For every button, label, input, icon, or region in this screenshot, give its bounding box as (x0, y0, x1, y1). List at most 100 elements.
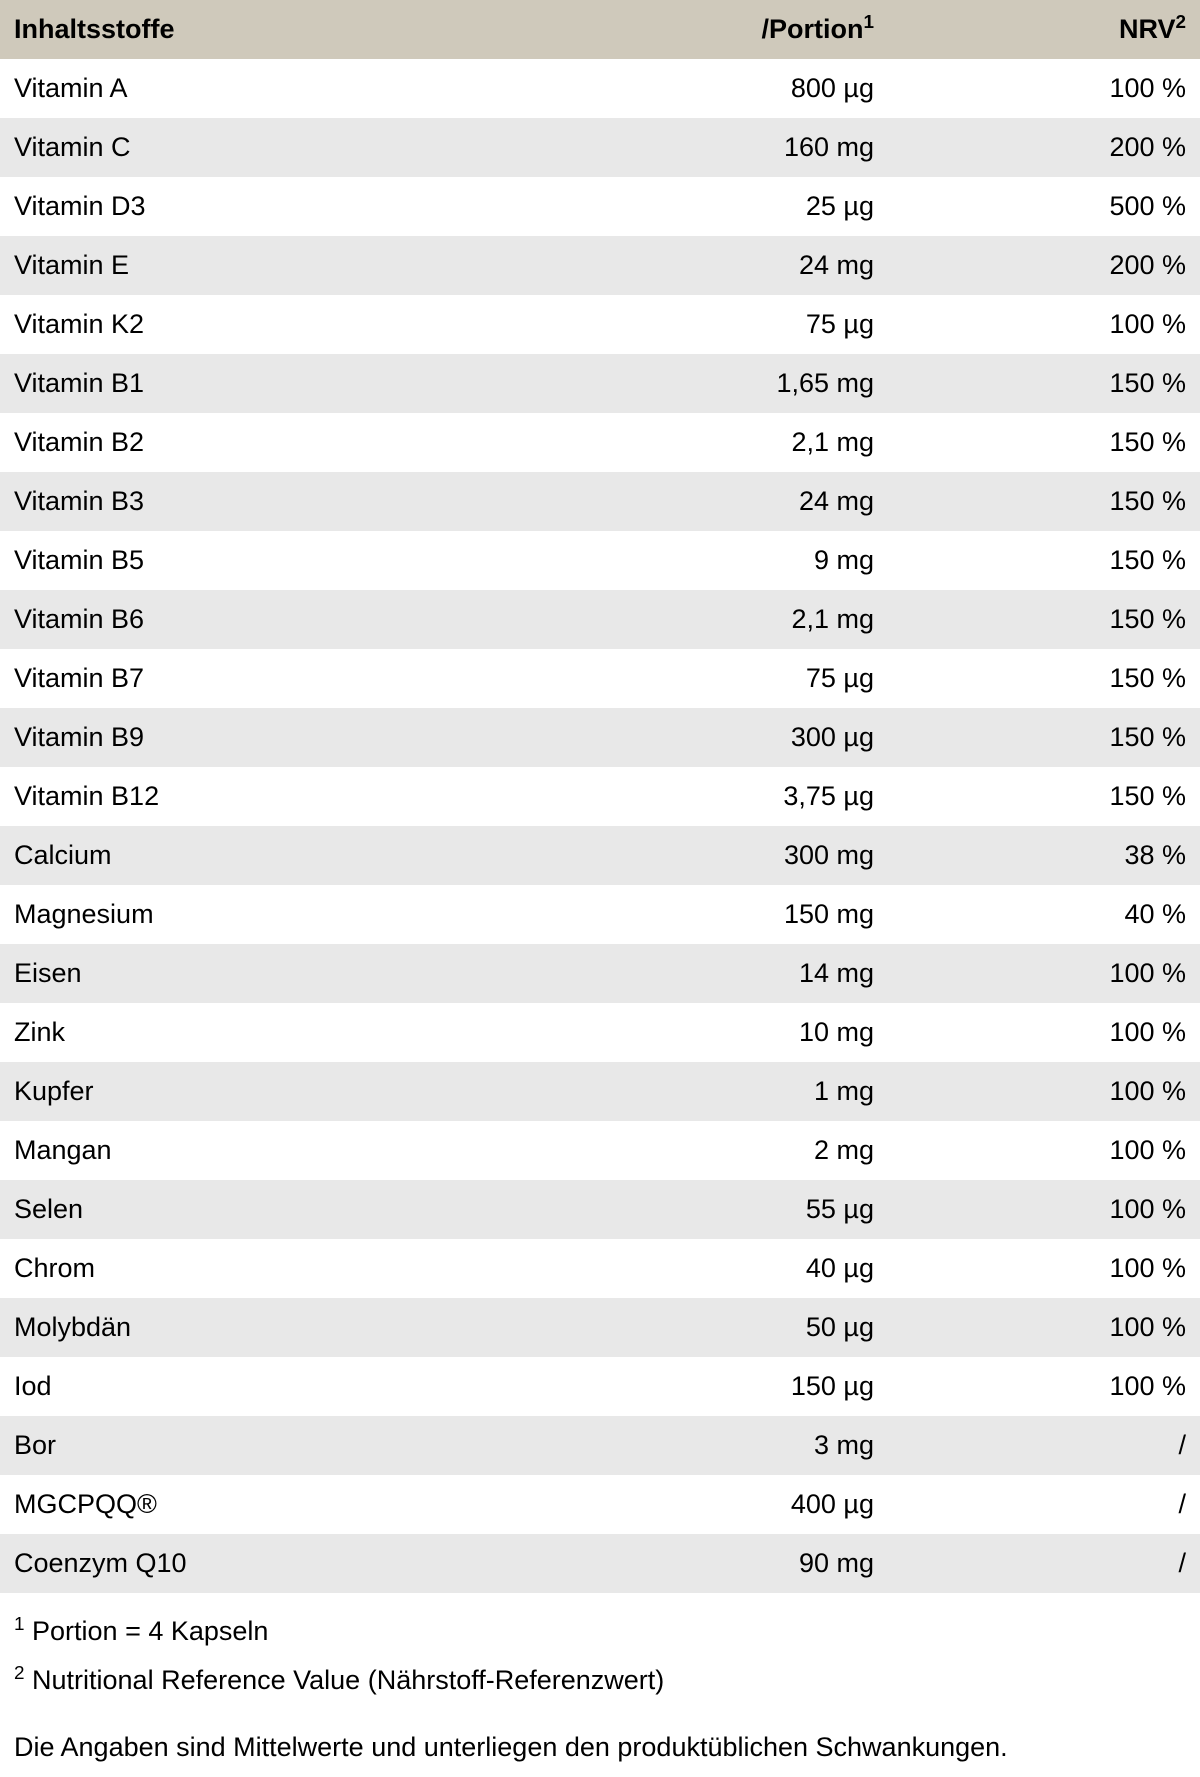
cell-nrv: 40 % (888, 885, 1200, 944)
table-row: Vitamin B62,1 mg150 % (0, 590, 1200, 649)
cell-portion: 25 µg (576, 177, 888, 236)
table-row: Bor3 mg/ (0, 1416, 1200, 1475)
cell-portion: 10 mg (576, 1003, 888, 1062)
footnote-1-text: Portion = 4 Kapseln (25, 1616, 269, 1646)
table-row: Vitamin B11,65 mg150 % (0, 354, 1200, 413)
cell-portion: 300 µg (576, 708, 888, 767)
cell-nrv: 100 % (888, 944, 1200, 1003)
cell-nrv: 100 % (888, 1003, 1200, 1062)
cell-portion: 3 mg (576, 1416, 888, 1475)
cell-portion: 50 µg (576, 1298, 888, 1357)
cell-ingredient: Vitamin B9 (0, 708, 576, 767)
cell-ingredient: Vitamin B1 (0, 354, 576, 413)
table-row: Zink10 mg100 % (0, 1003, 1200, 1062)
cell-ingredient: Bor (0, 1416, 576, 1475)
cell-portion: 40 µg (576, 1239, 888, 1298)
cell-nrv: 100 % (888, 1239, 1200, 1298)
cell-ingredient: Vitamin A (0, 59, 576, 118)
cell-portion: 150 mg (576, 885, 888, 944)
cell-nrv: 100 % (888, 1062, 1200, 1121)
cell-nrv: 150 % (888, 649, 1200, 708)
table-row: Vitamin D325 µg500 % (0, 177, 1200, 236)
footnote-2: 2 Nutritional Reference Value (Nährstoff… (14, 1660, 1186, 1701)
table-row: Vitamin B9300 µg150 % (0, 708, 1200, 767)
cell-ingredient: Mangan (0, 1121, 576, 1180)
cell-ingredient: Chrom (0, 1239, 576, 1298)
footnote-1: 1 Portion = 4 Kapseln (14, 1611, 1186, 1652)
table-row: Chrom40 µg100 % (0, 1239, 1200, 1298)
table-row: Vitamin C160 mg200 % (0, 118, 1200, 177)
cell-nrv: 100 % (888, 295, 1200, 354)
cell-nrv: 500 % (888, 177, 1200, 236)
cell-nrv: 100 % (888, 59, 1200, 118)
cell-portion: 2,1 mg (576, 413, 888, 472)
cell-portion: 24 mg (576, 472, 888, 531)
cell-ingredient: MGCPQQ® (0, 1475, 576, 1534)
cell-ingredient: Kupfer (0, 1062, 576, 1121)
footnote-2-sup: 2 (14, 1663, 25, 1684)
cell-portion: 300 mg (576, 826, 888, 885)
cell-nrv: 150 % (888, 472, 1200, 531)
table-row: Vitamin K275 µg100 % (0, 295, 1200, 354)
cell-portion: 1,65 mg (576, 354, 888, 413)
cell-nrv: / (888, 1534, 1200, 1593)
cell-nrv: 150 % (888, 354, 1200, 413)
cell-nrv: 200 % (888, 118, 1200, 177)
cell-nrv: 200 % (888, 236, 1200, 295)
cell-ingredient: Vitamin D3 (0, 177, 576, 236)
cell-portion: 1 mg (576, 1062, 888, 1121)
cell-ingredient: Selen (0, 1180, 576, 1239)
table-row: Molybdän50 µg100 % (0, 1298, 1200, 1357)
cell-ingredient: Iod (0, 1357, 576, 1416)
cell-nrv: 100 % (888, 1180, 1200, 1239)
cell-portion: 800 µg (576, 59, 888, 118)
cell-portion: 3,75 µg (576, 767, 888, 826)
ingredients-table: Inhaltsstoffe /Portion1 NRV2 Vitamin A80… (0, 0, 1200, 1593)
cell-ingredient: Molybdän (0, 1298, 576, 1357)
disclaimer: Die Angaben sind Mittelwerte und unterli… (0, 1708, 1200, 1777)
cell-ingredient: Calcium (0, 826, 576, 885)
table-row: Vitamin B59 mg150 % (0, 531, 1200, 590)
cell-portion: 2,1 mg (576, 590, 888, 649)
cell-ingredient: Vitamin B12 (0, 767, 576, 826)
cell-portion: 150 µg (576, 1357, 888, 1416)
table-row: Selen55 µg100 % (0, 1180, 1200, 1239)
table-row: MGCPQQ®400 µg/ (0, 1475, 1200, 1534)
header-nrv-text: NRV (1119, 14, 1176, 44)
cell-nrv: 100 % (888, 1298, 1200, 1357)
table-body: Vitamin A800 µg100 %Vitamin C160 mg200 %… (0, 59, 1200, 1593)
header-portion-text: /Portion (761, 14, 863, 44)
cell-portion: 75 µg (576, 649, 888, 708)
cell-ingredient: Vitamin B3 (0, 472, 576, 531)
header-nrv-sup: 2 (1175, 12, 1186, 33)
cell-portion: 14 mg (576, 944, 888, 1003)
cell-portion: 400 µg (576, 1475, 888, 1534)
header-ingredient: Inhaltsstoffe (0, 0, 576, 59)
cell-ingredient: Vitamin B7 (0, 649, 576, 708)
cell-nrv: 150 % (888, 590, 1200, 649)
table-row: Magnesium150 mg40 % (0, 885, 1200, 944)
cell-portion: 160 mg (576, 118, 888, 177)
table-row: Vitamin B22,1 mg150 % (0, 413, 1200, 472)
table-row: Coenzym Q1090 mg/ (0, 1534, 1200, 1593)
cell-nrv: 150 % (888, 413, 1200, 472)
cell-nrv: 100 % (888, 1121, 1200, 1180)
cell-ingredient: Coenzym Q10 (0, 1534, 576, 1593)
cell-ingredient: Vitamin B6 (0, 590, 576, 649)
table-row: Iod150 µg100 % (0, 1357, 1200, 1416)
table-row: Kupfer1 mg100 % (0, 1062, 1200, 1121)
cell-ingredient: Vitamin B2 (0, 413, 576, 472)
cell-nrv: 150 % (888, 767, 1200, 826)
header-nrv: NRV2 (888, 0, 1200, 59)
cell-nrv: 150 % (888, 708, 1200, 767)
table-row: Calcium300 mg38 % (0, 826, 1200, 885)
cell-ingredient: Zink (0, 1003, 576, 1062)
footnote-2-text: Nutritional Reference Value (Nährstoff-R… (25, 1665, 665, 1695)
cell-ingredient: Vitamin E (0, 236, 576, 295)
cell-nrv: / (888, 1416, 1200, 1475)
cell-portion: 24 mg (576, 236, 888, 295)
cell-portion: 55 µg (576, 1180, 888, 1239)
cell-portion: 90 mg (576, 1534, 888, 1593)
table-row: Vitamin B324 mg150 % (0, 472, 1200, 531)
cell-portion: 2 mg (576, 1121, 888, 1180)
